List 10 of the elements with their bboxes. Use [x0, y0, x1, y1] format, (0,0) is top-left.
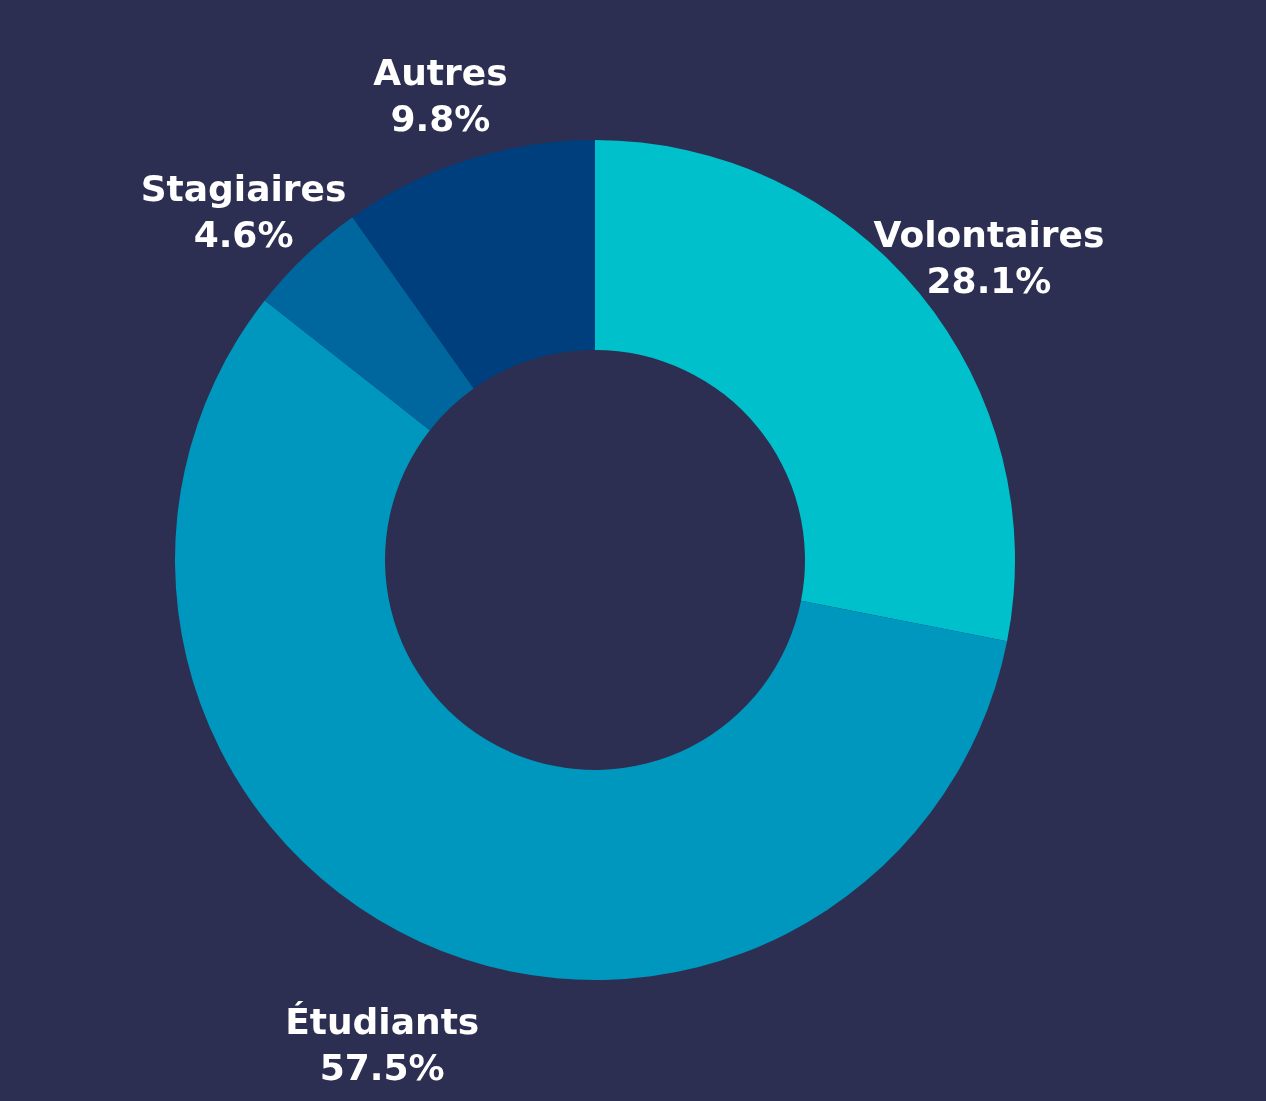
- donut-slice: [175, 300, 1008, 980]
- slice-label: Étudiants: [285, 1001, 480, 1043]
- slice-label: Volontaires: [873, 214, 1105, 256]
- data-label: 4.6%: [193, 214, 294, 256]
- data-label: 28.1%: [926, 260, 1052, 302]
- slice-label: Autres: [373, 51, 508, 93]
- donut-slice: [352, 140, 595, 389]
- data-label: 9.8%: [390, 97, 491, 139]
- slice-label: Stagiaires: [140, 168, 347, 210]
- data-label: 57.5%: [319, 1047, 445, 1089]
